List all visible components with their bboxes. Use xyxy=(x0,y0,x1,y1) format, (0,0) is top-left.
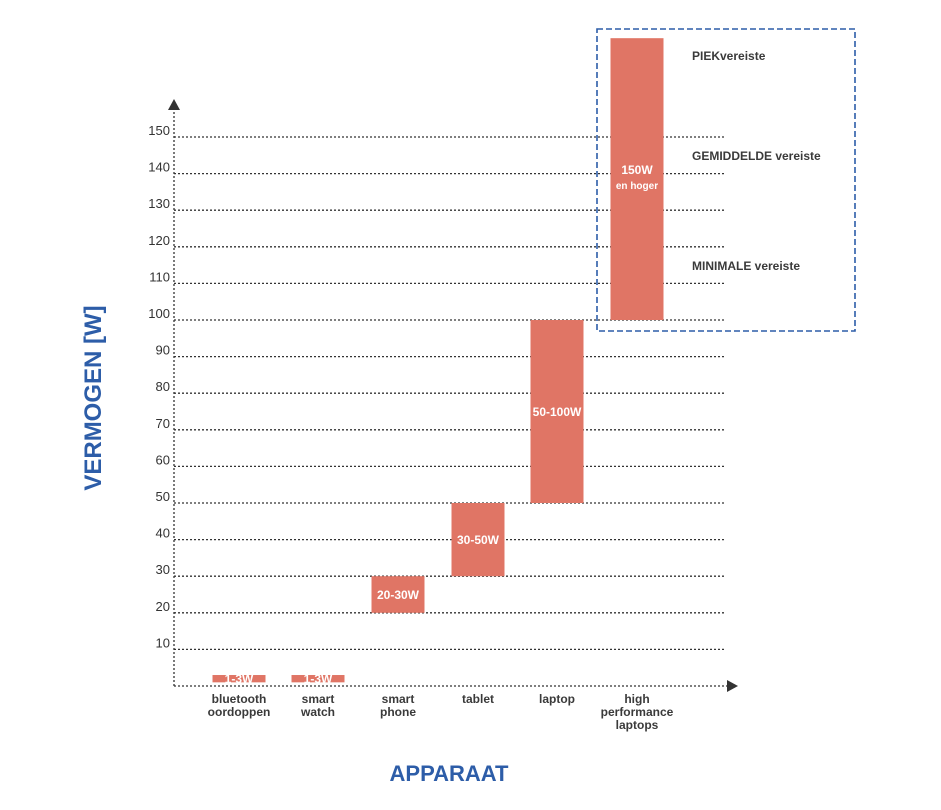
y-tick-100: 100 xyxy=(148,306,170,321)
annotation-0: PIEKvereiste xyxy=(692,49,766,63)
bar-label-4: 50-100W xyxy=(533,405,582,419)
y-tick-20: 20 xyxy=(156,599,170,614)
category-label-0-1: oordoppen xyxy=(208,705,271,719)
bar-label-1: 1-3W xyxy=(304,672,333,686)
y-tick-120: 120 xyxy=(148,233,170,248)
category-label-2-1: phone xyxy=(380,705,416,719)
bar-1 xyxy=(291,675,345,683)
category-label-3-0: tablet xyxy=(462,692,494,706)
y-tick-60: 60 xyxy=(156,452,170,467)
y-tick-30: 30 xyxy=(156,562,170,577)
y-tick-10: 10 xyxy=(156,635,170,650)
y-tick-90: 90 xyxy=(156,343,170,358)
bars: 1-3W 1-3W 20-30W 30-50W 50-100W 150W en hoger xyxy=(212,38,664,686)
bar-2 xyxy=(371,576,425,613)
y-tick-130: 130 xyxy=(148,196,170,211)
annotations: PIEKvereiste GEMIDDELDE vereiste MINIMALE … xyxy=(596,28,856,332)
y-tick-50: 50 xyxy=(156,489,170,504)
bar-label-2: 20-30W xyxy=(377,588,420,602)
bar-sublabel-5: en hoger xyxy=(616,181,658,192)
y-tick-110: 110 xyxy=(149,269,170,284)
category-label-5-2: laptops xyxy=(616,718,659,732)
bar-label-3: 30-50W xyxy=(457,533,500,547)
y-tick-150: 150 xyxy=(148,123,170,138)
annotation-1: GEMIDDELDE vereiste xyxy=(692,149,821,163)
category-label-2-0: smart xyxy=(382,692,415,706)
y-tick-140: 140 xyxy=(148,160,170,175)
y-axis-label: VERMOGEN [W] xyxy=(80,305,107,490)
y-axis-arrow xyxy=(168,99,180,110)
bar-0 xyxy=(212,675,266,683)
bar-5 xyxy=(610,38,664,321)
category-label-0-0: bluetooth xyxy=(212,692,267,706)
category-labels: bluetoothoordoppensmartwatchsmartphoneta… xyxy=(208,692,674,732)
category-label-1-0: smart xyxy=(302,692,335,706)
bar-3 xyxy=(451,503,505,577)
bar-label-5: 150W xyxy=(621,163,653,177)
bar-4 xyxy=(530,320,584,503)
annotation-2: MINIMALE vereiste xyxy=(692,259,800,273)
category-label-5-0: high xyxy=(624,692,649,706)
highlight-box xyxy=(596,28,856,332)
y-tick-80: 80 xyxy=(156,379,170,394)
category-label-4-0: laptop xyxy=(539,692,575,706)
y-tick-labels: 10 20 30 40 50 60 70 80 90 100 110 120 130 140 150 xyxy=(148,123,170,650)
axes xyxy=(168,99,738,692)
y-tick-70: 70 xyxy=(156,416,170,431)
bar-label-0: 1-3W xyxy=(225,672,254,686)
x-axis-label: APPARAAT xyxy=(390,761,510,786)
category-label-5-1: performance xyxy=(601,705,674,719)
x-axis-arrow xyxy=(727,680,738,692)
y-tick-40: 40 xyxy=(156,526,170,541)
category-label-1-1: watch xyxy=(300,705,335,719)
